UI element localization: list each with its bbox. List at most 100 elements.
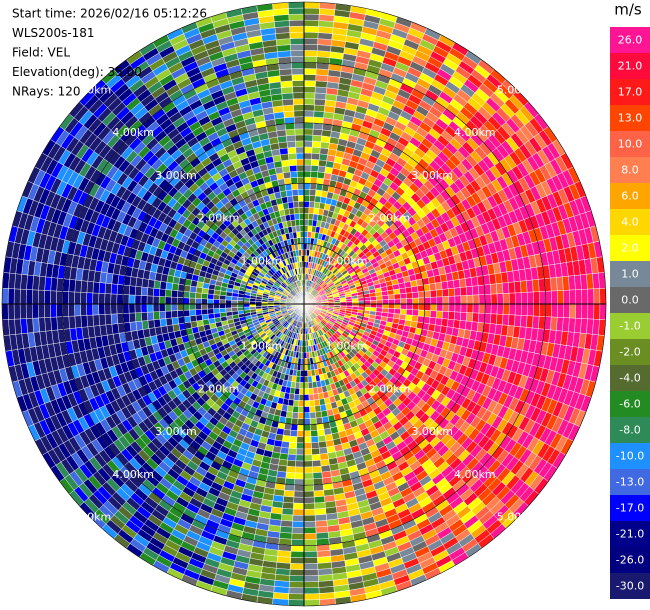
range-cell: [283, 489, 295, 498]
range-cell: [508, 281, 516, 294]
range-cell: [545, 290, 552, 305]
range-cell: [303, 134, 314, 142]
range-cell: [465, 312, 474, 322]
range-cell: [289, 575, 305, 583]
range-cell: [446, 280, 455, 290]
range-cell: [44, 290, 51, 305]
range-cell: [293, 496, 305, 504]
range-cell: [303, 563, 319, 570]
range-cell: [293, 393, 300, 401]
range-cell: [318, 153, 328, 162]
range-cell: [417, 284, 425, 293]
range-cell: [310, 429, 319, 437]
range-cell: [313, 110, 325, 119]
range-cell: [292, 520, 305, 528]
range-cell: [303, 68, 317, 76]
range-cell: [122, 284, 131, 296]
range-cell: [249, 306, 257, 310]
range-cell: [296, 430, 305, 438]
range-cell: [303, 569, 319, 577]
range-cell: [293, 484, 305, 492]
range-cell: [38, 303, 45, 319]
range-cell: [297, 424, 305, 432]
range-cell: [303, 56, 318, 63]
range-cell: [176, 303, 184, 311]
range-cell: [393, 293, 401, 300]
range-cell: [104, 282, 112, 295]
range-cell: [287, 453, 297, 462]
range-cell: [31, 289, 39, 305]
range-cell: [370, 299, 377, 305]
range-cell: [311, 441, 320, 449]
range-cell: [50, 316, 58, 331]
range-cell: [303, 146, 313, 154]
range-cell: [153, 318, 162, 328]
range-cell: [569, 289, 577, 305]
range-cell: [466, 294, 474, 305]
range-cell: [128, 285, 137, 296]
range-cell: [318, 440, 327, 449]
range-cell: [104, 293, 112, 305]
range-cell: [165, 317, 173, 326]
range-cell: [303, 31, 319, 39]
range-cell: [281, 440, 290, 449]
range-cell: [237, 306, 245, 312]
range-cell: [122, 312, 131, 324]
range-cell: [195, 303, 202, 310]
range-cell: [508, 292, 516, 305]
range-cell: [303, 182, 311, 190]
range-cell: [551, 303, 558, 318]
range-cell: [171, 317, 179, 326]
range-cell: [287, 447, 297, 456]
range-cell: [293, 502, 305, 510]
range-cell: [293, 490, 305, 498]
range-cell: [459, 286, 468, 296]
range-cell: [159, 288, 167, 297]
range-cell: [312, 140, 322, 149]
range-cell: [315, 74, 329, 82]
range-cell: [122, 294, 130, 305]
range-cell: [281, 514, 294, 522]
range-cell: [282, 435, 291, 443]
range-cell: [152, 287, 161, 297]
range-cell: [297, 412, 305, 419]
range-cell: [315, 526, 329, 534]
range-cell: [219, 307, 227, 314]
range-cell: [508, 303, 516, 316]
range-cell: [587, 303, 595, 320]
range-cell: [381, 294, 389, 301]
range-cell: [539, 303, 546, 317]
range-cell: [315, 411, 323, 419]
range-cell: [309, 411, 317, 419]
range-cell: [303, 62, 317, 69]
range-cell: [496, 313, 504, 326]
range-cell: [387, 289, 395, 296]
range-cell: [243, 306, 251, 311]
range-cell: [86, 303, 94, 316]
range-cell: [44, 276, 52, 291]
range-cell: [303, 25, 319, 33]
range-cell: [176, 297, 184, 305]
range-cell: [293, 399, 300, 407]
range-cell: [550, 277, 558, 292]
range-cell: [284, 477, 296, 486]
range-cell: [417, 291, 425, 299]
range-cell: [315, 417, 324, 425]
range-cell: [122, 303, 130, 314]
range-cell: [417, 315, 425, 324]
range-cell: [303, 496, 315, 504]
range-cell: [295, 448, 305, 456]
range-cell: [62, 291, 69, 305]
range-cell: [316, 177, 325, 185]
range-cell: [287, 599, 305, 607]
range-cell: [317, 171, 326, 179]
range-cell: [165, 282, 173, 291]
range-cell: [134, 303, 142, 314]
range-cell: [478, 294, 486, 305]
range-cell: [213, 294, 221, 300]
range-cell: [399, 308, 407, 315]
range-cell: [159, 281, 168, 290]
range-cell: [303, 164, 312, 172]
range-cell: [303, 430, 312, 438]
range-cell: [376, 303, 383, 309]
